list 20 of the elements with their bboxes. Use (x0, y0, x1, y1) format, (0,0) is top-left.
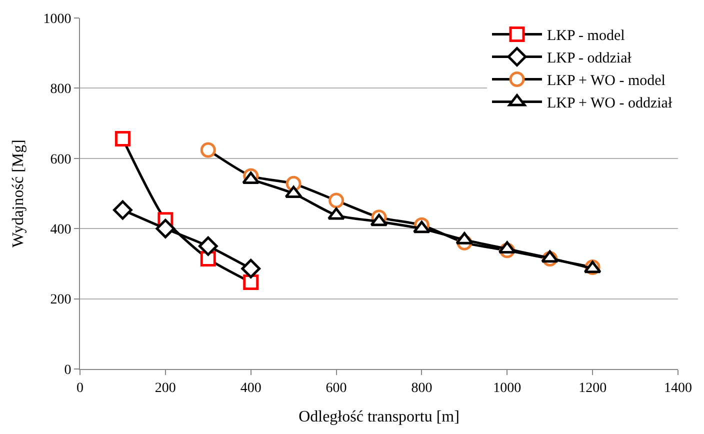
x-tick-label: 1400 (664, 380, 692, 396)
x-tick-label: 400 (240, 380, 262, 396)
y-tick-label: 200 (50, 292, 72, 308)
x-axis-title: Odległość transportu [m] (298, 408, 460, 426)
x-tick-label: 800 (411, 380, 432, 396)
legend-label: LKP + WO - model (547, 73, 666, 90)
legend-label: LKP - model (547, 28, 625, 44)
y-axis-title: Wydajność [Mg] (10, 140, 28, 248)
y-tick-label: 800 (50, 82, 72, 98)
legend-label: LKP + WO - oddział (547, 96, 673, 112)
legend-label: LKP - oddział (547, 50, 632, 67)
x-tick-label: 200 (154, 380, 176, 396)
x-tick-label: 1000 (493, 380, 522, 396)
y-tick-label: 0 (64, 362, 72, 378)
y-tick-label: 1000 (43, 12, 72, 27)
y-tick-label: 600 (50, 152, 72, 168)
x-tick-label: 0 (76, 380, 84, 396)
x-tick-label: 1200 (578, 380, 607, 396)
y-tick-label: 400 (50, 222, 72, 238)
x-tick-label: 600 (326, 380, 347, 396)
